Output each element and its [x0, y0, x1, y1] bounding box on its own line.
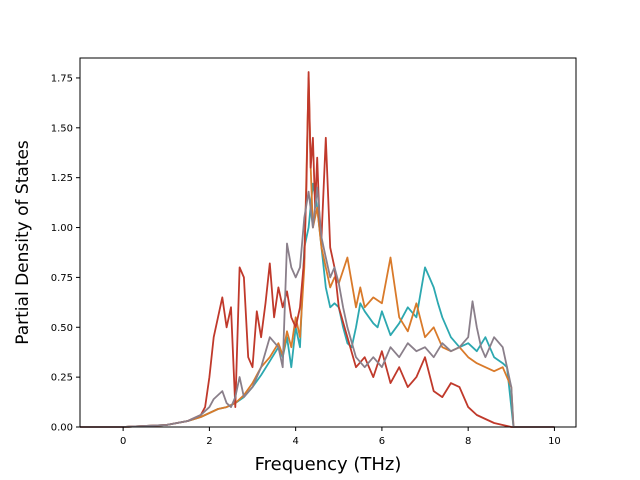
- y-tick-label: 0.00: [51, 423, 73, 434]
- x-tick-label: 0: [120, 436, 126, 447]
- series-line-2: [80, 77, 555, 428]
- x-tick-label: 8: [465, 436, 471, 447]
- x-tick-label: 4: [292, 436, 298, 447]
- x-tick-label: 2: [206, 436, 212, 447]
- y-tick-label: 0.25: [51, 373, 73, 384]
- x-axis-label: Frequency (THz): [255, 454, 402, 475]
- x-axis: 0 2 4 6 8 10: [120, 427, 561, 447]
- plot-area: [80, 71, 555, 428]
- y-axis-label: Partial Density of States: [13, 140, 33, 345]
- plot-frame: [79, 57, 577, 428]
- y-tick-label: 1.50: [51, 123, 73, 134]
- y-axis: 0.00 0.25 0.50 0.75 1.00 1.25 1.50 1.75: [51, 73, 80, 434]
- y-tick-label: 0.75: [51, 273, 73, 284]
- series-line-1: [80, 182, 555, 428]
- y-tick-label: 1.25: [51, 173, 73, 184]
- series-line-4: [80, 186, 555, 428]
- series-line-3: [80, 71, 555, 428]
- y-tick-label: 1.75: [51, 73, 73, 84]
- y-tick-label: 1.00: [51, 223, 73, 234]
- x-tick-label: 6: [379, 436, 385, 447]
- y-tick-label: 0.50: [51, 323, 73, 334]
- x-tick-label: 10: [548, 436, 561, 447]
